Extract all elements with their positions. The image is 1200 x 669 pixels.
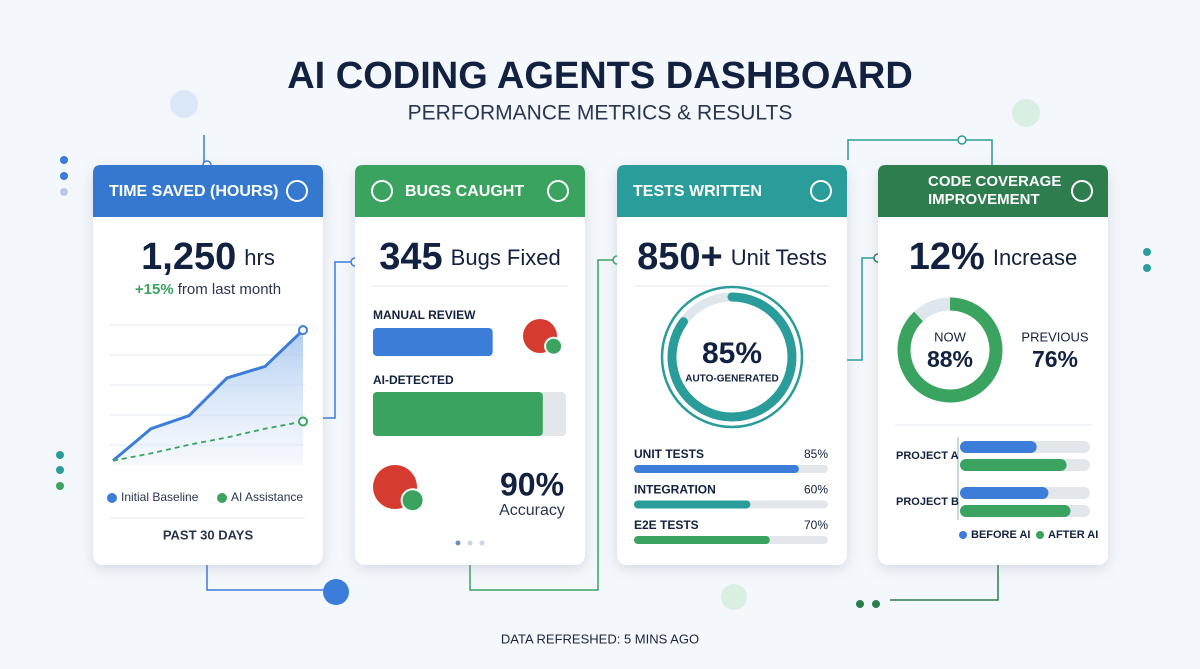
legend-label: AI Assistance [231,490,303,504]
header-icon [810,180,832,202]
metric-unit: Bugs Fixed [451,245,561,270]
bar [373,392,543,436]
change-value: +15% [135,281,174,298]
bar [634,465,799,473]
header-icon [547,180,569,202]
donut-label: 85% [702,337,762,370]
bar [960,505,1071,517]
bar-value: 70% [804,518,828,532]
legend-label: BEFORE AI [971,529,1031,541]
bar [960,487,1049,499]
bar-value: 60% [804,483,828,497]
accuracy-value: 90% [500,466,564,502]
end-point [298,325,308,336]
card: BUGS CAUGHT 345 Bugs Fixed [355,165,585,565]
now-value: 88% [927,346,973,372]
title: AI CODING AGENTS DASHBOARD [287,55,913,97]
bar [634,500,751,509]
legend-dot [959,531,967,539]
metric: 1,250 hrs [141,236,275,278]
pager-dot [467,540,473,546]
legend-label: Initial Baseline [121,490,199,504]
card-title-box: CODE COVERAGE IMPROVEMENT [928,173,1062,208]
bar [960,459,1067,471]
donut-outer [660,285,804,429]
metric-unit: Increase [993,245,1077,270]
pager-dot [455,540,461,546]
previous-label: PREVIOUS [1021,329,1089,344]
card-title: TIME SAVED (HOURS) [109,183,278,200]
card-title: TESTS WRITTEN [633,183,762,200]
header-icon [1071,180,1093,202]
bar [634,536,770,544]
metric-value: 12% [909,236,985,278]
pager-dot [479,540,485,546]
donut-arc [667,292,797,422]
card-footer: PAST 30 DAYS [163,527,254,542]
end-point [298,416,308,427]
bar-label: MANUAL REVIEW [373,308,476,322]
check [544,336,564,356]
card-bg [355,165,585,565]
card-title: BUGS CAUGHT [405,183,524,200]
header-icon [286,180,308,202]
card-header [355,165,585,217]
donut-arc [897,297,1003,403]
card-header [93,165,323,217]
bar [960,441,1037,453]
metric: 345 Bugs Fixed [379,236,560,278]
change-text: from last month [178,281,281,298]
legend-dot [217,493,227,503]
now-label: NOW [934,329,967,344]
metric: 12% Increase [909,236,1077,278]
legend-label: AFTER AI [1048,529,1098,541]
change: +15% from last month [135,281,281,298]
project-label: PROJECT B [896,496,959,508]
metric: 850+ Unit Tests [637,236,827,278]
bar [373,328,493,356]
header-icon [371,180,393,202]
card-title: CODE COVERAGE IMPROVEMENT [928,173,1062,208]
bar-label: AI-DETECTED [373,373,454,387]
metric-unit: Unit Tests [731,245,827,270]
project-label: PROJECT A [896,450,959,462]
check [400,488,425,513]
metric-value: 1,250 [141,236,236,278]
accuracy-text: Accuracy [499,502,565,519]
metric-value: 850+ [637,236,723,278]
bar-label: INTEGRATION [634,483,716,497]
refresh-note: DATA REFRESHED: 5 MINS AGO [501,631,699,646]
bar-label: UNIT TESTS [634,447,704,461]
card-header [878,165,1108,217]
bar-label: E2E TESTS [634,518,699,532]
subtitle: PERFORMANCE METRICS & RESULTS [408,102,793,125]
donut-caption: AUTO-GENERATED [685,374,779,385]
line [112,329,305,462]
bar-value: 85% [804,447,828,461]
legend-dot [1036,531,1044,539]
metric-unit: hrs [244,245,275,270]
card-header [617,165,847,217]
metric-value: 345 [379,236,442,278]
legend-dot [107,493,117,503]
previous-value: 76% [1032,346,1078,372]
